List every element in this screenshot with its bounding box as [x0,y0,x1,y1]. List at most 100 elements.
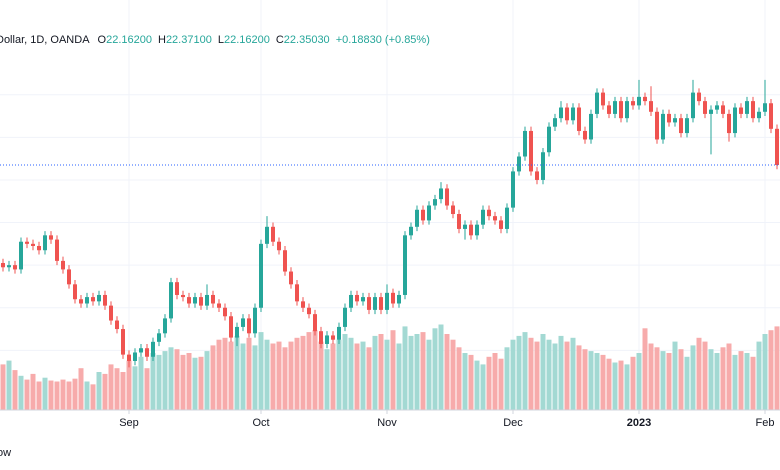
candle-body [247,318,251,334]
candle-body [331,335,335,340]
candle-body [667,113,671,123]
volume-bar [192,357,198,410]
candle-body [283,250,287,272]
volume-bar [672,341,678,410]
candle-body [307,307,311,315]
volume-bar [348,337,354,410]
x-tick-label: Dec [503,417,523,429]
candle-body [757,111,761,119]
candle-body [433,199,437,206]
candle-body [13,265,17,270]
candle-body [397,294,401,304]
volume-bar [180,354,186,410]
candle-body [547,126,551,153]
candle-body [289,271,293,285]
candle-body [607,105,611,114]
candle-body [775,128,779,166]
volume-bar [684,356,690,410]
volume-bar [654,347,660,410]
volume-bar [54,381,60,410]
candle-body [217,303,221,308]
candle-body [709,109,713,114]
volume-bar [762,334,768,410]
volume-bar [120,372,126,410]
candle-body [751,101,755,119]
volume-bar [102,373,108,410]
x-tick-label: Sep [119,417,139,429]
candle-body [139,348,143,353]
volume-bar [624,364,630,410]
candle-body [91,297,95,302]
candle-body [337,326,341,340]
volume-bar [12,370,18,410]
candle-body [403,235,407,295]
volume-bar [330,343,336,410]
volume-bar [708,349,714,410]
candle-body [565,107,569,121]
candle-body [241,318,245,327]
candle-body [157,333,161,342]
ohlc-value: 22.16200 [106,34,152,46]
volume-bar [108,364,114,410]
volume-bar [354,343,360,410]
candle-body [61,260,65,270]
candle-body [265,226,269,244]
ohlc-value: 22.16200 [224,34,270,46]
candle-body [643,96,647,102]
candle-body [163,318,167,334]
volume-bar [144,368,150,410]
candle-body [355,294,359,302]
candle-body [631,101,635,106]
candle-body [121,329,125,355]
x-tick-label: Feb [756,417,775,429]
candle-body [133,352,137,362]
volume-bar [48,380,54,410]
volume-bar [498,358,504,410]
candle-body [361,297,365,302]
candle-body [733,107,737,134]
candle-body [7,265,11,268]
volume-bar [648,343,654,410]
volume-bar [468,354,474,410]
volume-bar [78,368,84,410]
candle-body [115,320,119,330]
candle-body [43,235,47,251]
volume-bar [606,358,612,410]
candle-body [655,111,659,140]
volume-bar [696,337,702,410]
volume-bar [600,354,606,410]
ohlc-label: L [218,34,224,46]
candle-body [721,105,725,114]
candle-body [559,107,563,119]
volume-bar [162,351,168,410]
candle-body [595,92,599,114]
candle-body [379,297,383,310]
candle-body [697,92,701,102]
volume-bar [738,351,744,410]
volume-bar [390,330,396,410]
candle-body [325,335,329,344]
volume-bar [726,343,732,410]
volume-bar [396,343,402,410]
volume-bar [198,356,204,410]
ohlc-label: O [98,34,107,46]
x-tick-label: Oct [252,417,269,429]
volume-bar [312,330,318,410]
volume-bar [450,339,456,410]
volume-bar [300,335,306,410]
candle-body [427,205,431,221]
candle-body [313,314,317,332]
volume-bar [576,345,582,410]
candle-body [619,101,623,119]
candle-body [103,294,107,306]
volume-bar [480,364,486,410]
volume-bar [18,375,24,410]
volume-bar [306,332,312,410]
volume-bar [138,356,144,410]
candle-body [739,107,743,114]
volume-bar [456,347,462,410]
volume-bar [612,362,618,410]
candle-body [1,263,5,268]
